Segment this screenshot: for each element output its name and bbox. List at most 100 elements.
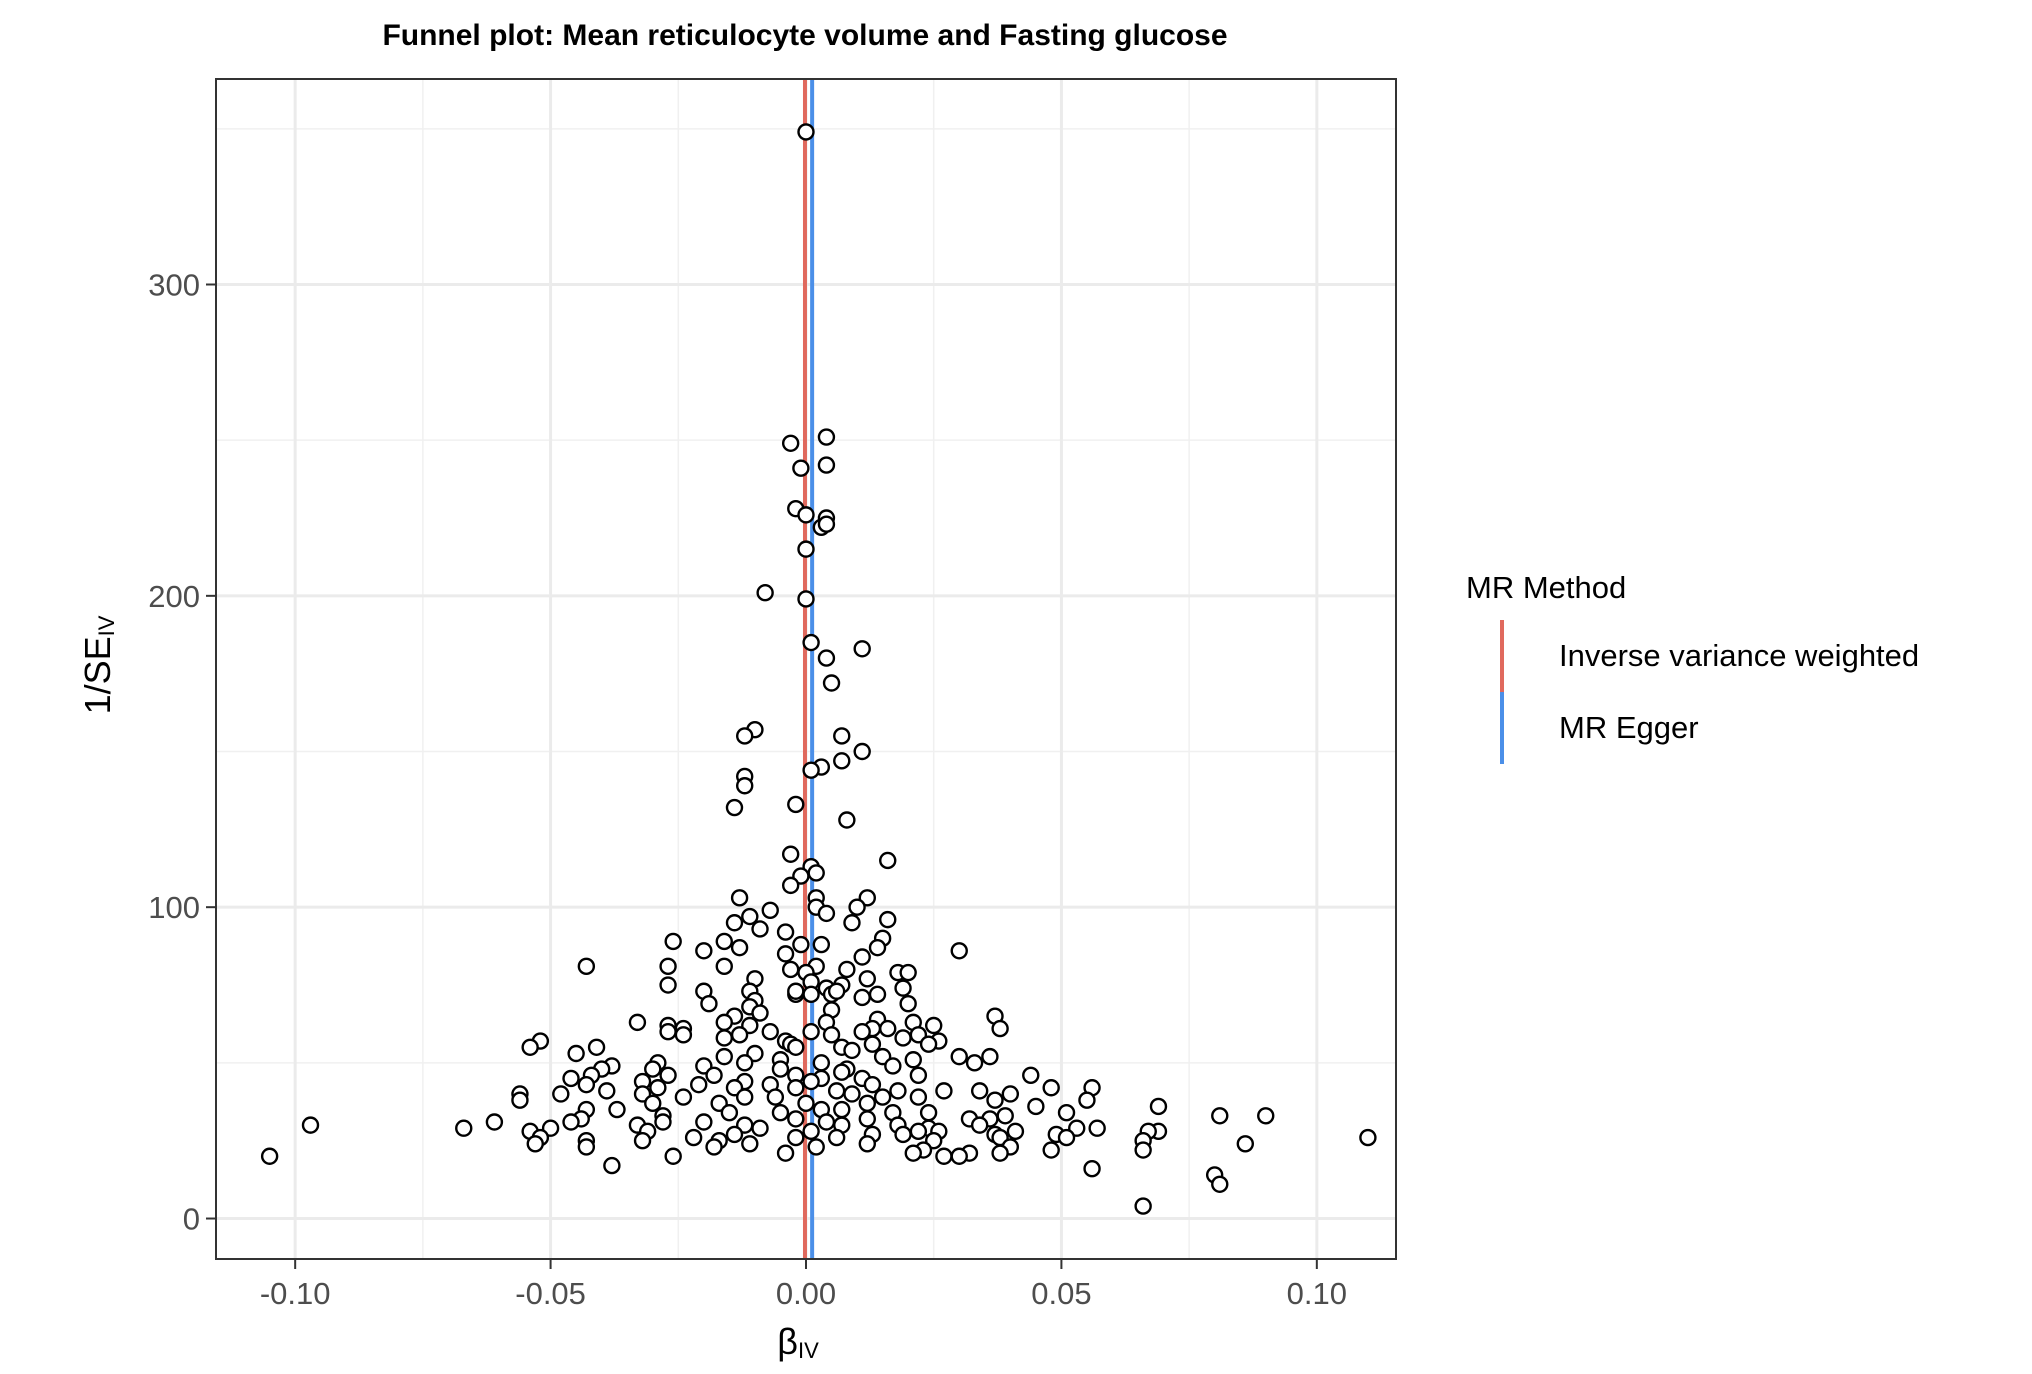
data-point bbox=[577, 1138, 596, 1156]
data-point bbox=[1149, 1097, 1168, 1116]
data-point bbox=[659, 976, 677, 994]
data-point bbox=[817, 904, 836, 923]
data-point bbox=[715, 957, 733, 976]
data-point bbox=[674, 1026, 693, 1044]
data-point bbox=[853, 948, 871, 966]
data-point bbox=[664, 1147, 682, 1165]
data-point bbox=[970, 1116, 989, 1134]
data-point bbox=[986, 1091, 1004, 1109]
data-point bbox=[455, 1119, 473, 1137]
data-point bbox=[690, 1075, 708, 1094]
data-point bbox=[725, 1125, 744, 1144]
data-point bbox=[965, 1054, 984, 1072]
data-point bbox=[705, 1138, 723, 1156]
data-point bbox=[1022, 1066, 1040, 1085]
data-point bbox=[1027, 1097, 1045, 1116]
data-point bbox=[761, 901, 779, 919]
data-point bbox=[1211, 1107, 1229, 1125]
data-point bbox=[802, 1122, 820, 1141]
data-point bbox=[730, 889, 749, 907]
data-point bbox=[853, 988, 871, 1007]
data-point bbox=[628, 1013, 647, 1032]
data-point bbox=[822, 674, 841, 692]
data-point bbox=[730, 1026, 749, 1044]
data-point bbox=[812, 935, 831, 954]
data-point bbox=[919, 1035, 938, 1053]
data-point bbox=[552, 1085, 570, 1103]
data-point bbox=[659, 1066, 677, 1085]
data-point bbox=[608, 1100, 626, 1119]
data-point bbox=[659, 957, 677, 976]
legend-label-ivw: Inverse variance weighted bbox=[1559, 638, 1919, 673]
data-point bbox=[1057, 1128, 1076, 1147]
data-point bbox=[858, 1094, 876, 1113]
data-point bbox=[260, 1147, 279, 1165]
data-point bbox=[781, 845, 800, 863]
data-point bbox=[787, 982, 805, 1000]
data-point bbox=[925, 1016, 943, 1035]
plot-panel bbox=[215, 78, 1397, 1260]
data-point bbox=[715, 1029, 733, 1047]
data-point bbox=[853, 1023, 871, 1041]
data-point bbox=[654, 1113, 672, 1131]
data-point bbox=[1211, 1175, 1229, 1193]
data-point bbox=[485, 1113, 504, 1131]
data-point bbox=[1134, 1197, 1152, 1215]
data-point bbox=[822, 1026, 841, 1044]
data-point bbox=[817, 649, 836, 667]
data-point bbox=[833, 1100, 851, 1119]
data-point bbox=[1359, 1128, 1377, 1147]
data-point bbox=[843, 1085, 861, 1103]
x-tick-label: -0.05 bbox=[515, 1276, 586, 1311]
data-point bbox=[730, 938, 749, 957]
data-point bbox=[950, 942, 968, 960]
data-point bbox=[751, 920, 769, 938]
data-point bbox=[797, 123, 815, 141]
data-point bbox=[991, 1144, 1009, 1162]
y-axis: 0 100 200 300 bbox=[148, 267, 216, 1237]
data-point bbox=[884, 1057, 902, 1075]
data-point bbox=[776, 923, 795, 941]
data-point bbox=[802, 985, 820, 1004]
data-point bbox=[664, 932, 682, 951]
data-point bbox=[715, 1013, 733, 1032]
data-point bbox=[868, 985, 887, 1004]
x-axis: -0.10 -0.05 0.00 0.05 0.10 bbox=[260, 1259, 1347, 1311]
data-point bbox=[827, 1128, 846, 1147]
data-point bbox=[695, 942, 713, 960]
data-point bbox=[950, 1047, 968, 1066]
data-point bbox=[817, 428, 836, 446]
y-axis-title-main: 1/SE bbox=[77, 636, 118, 714]
data-point bbox=[736, 1088, 754, 1106]
data-point bbox=[684, 1128, 703, 1147]
y-axis-title-sub: IV bbox=[94, 615, 119, 636]
data-point bbox=[659, 1023, 677, 1041]
data-point bbox=[644, 1060, 662, 1078]
data-point bbox=[761, 1023, 779, 1041]
x-tick-label: -0.10 bbox=[260, 1276, 331, 1311]
data-point bbox=[935, 1082, 953, 1100]
y-tick-label: 300 bbox=[148, 267, 200, 302]
data-point bbox=[833, 752, 851, 770]
data-point bbox=[797, 590, 815, 608]
x-axis-title-sub: IV bbox=[798, 1338, 819, 1363]
data-point bbox=[792, 935, 810, 954]
data-point bbox=[950, 1147, 968, 1165]
data-point bbox=[674, 1088, 693, 1106]
method-lines bbox=[802, 79, 815, 1259]
data-point bbox=[526, 1135, 544, 1153]
data-point bbox=[899, 963, 917, 982]
data-point bbox=[817, 515, 836, 533]
data-point bbox=[787, 795, 805, 814]
data-point bbox=[894, 1029, 912, 1047]
data-point bbox=[776, 1144, 795, 1162]
y-tick-label: 100 bbox=[148, 890, 200, 925]
data-point bbox=[787, 1110, 805, 1128]
data-point bbox=[858, 1135, 876, 1153]
data-point bbox=[935, 1147, 953, 1165]
data-point bbox=[781, 876, 800, 895]
data-point bbox=[797, 540, 815, 558]
legend: MR Method Inverse variance weighted MR E… bbox=[1466, 570, 1919, 764]
data-point bbox=[853, 640, 871, 658]
